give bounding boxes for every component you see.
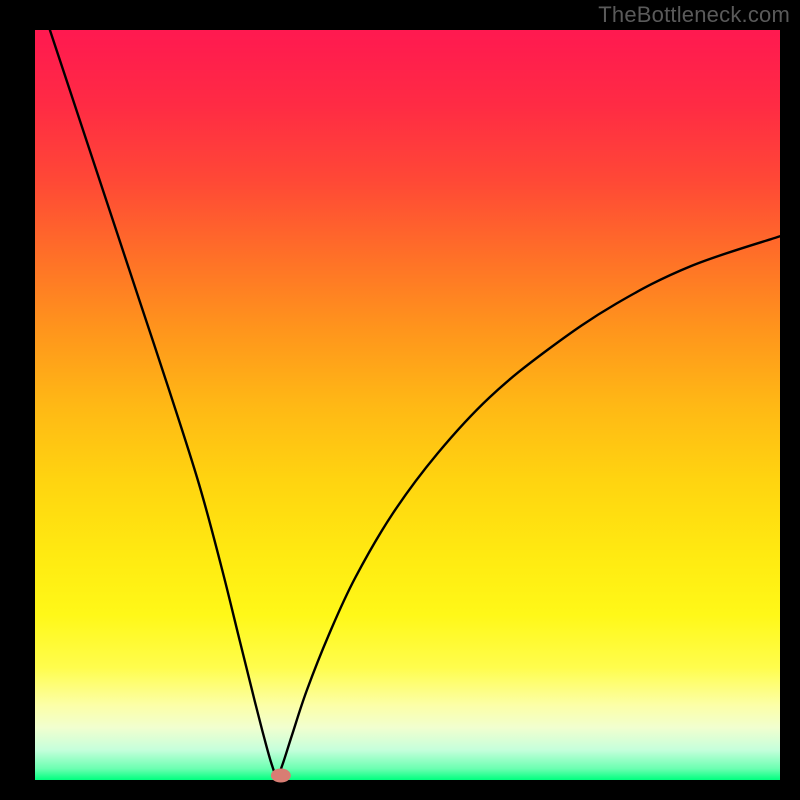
chart-container: TheBottleneck.com — [0, 0, 800, 800]
watermark-label: TheBottleneck.com — [598, 2, 790, 28]
optimum-marker — [271, 769, 291, 783]
plot-background — [35, 30, 780, 780]
bottleneck-chart — [0, 0, 800, 800]
